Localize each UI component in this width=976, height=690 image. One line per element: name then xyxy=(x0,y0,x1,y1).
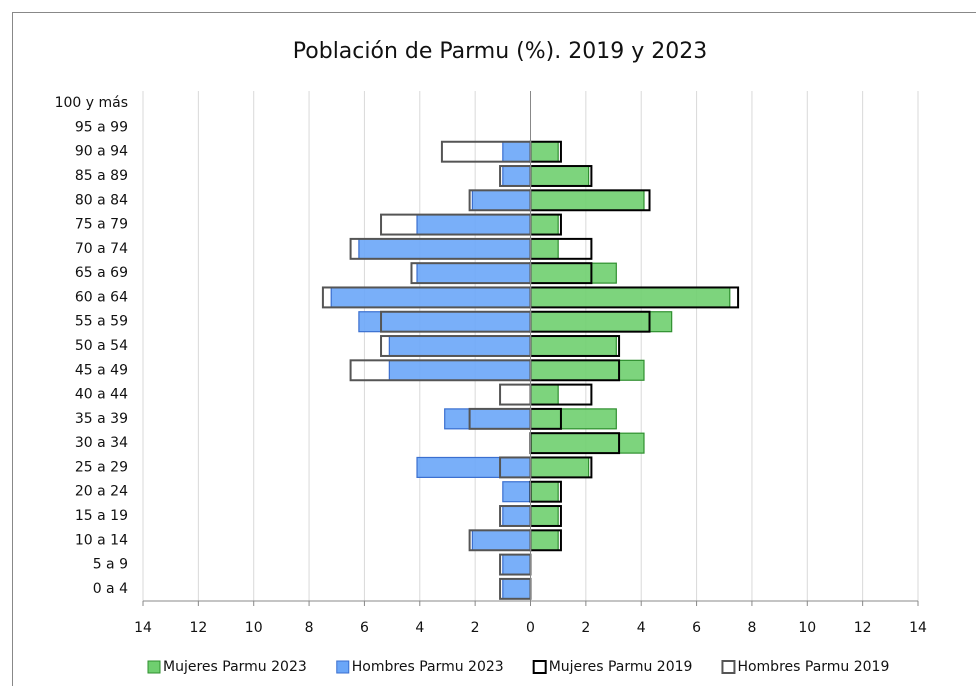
bar xyxy=(531,360,644,380)
bar xyxy=(531,336,617,356)
bar xyxy=(359,239,531,259)
x-tick-label: 2 xyxy=(471,620,480,636)
bar xyxy=(445,409,531,429)
bar xyxy=(389,360,530,380)
y-tick-label: 95 a 99 xyxy=(75,119,128,135)
bar xyxy=(417,215,530,235)
bar xyxy=(531,433,644,453)
bar xyxy=(503,506,531,526)
y-tick-label: 55 a 59 xyxy=(75,314,128,330)
bar xyxy=(531,215,559,235)
bar xyxy=(503,166,531,186)
x-tick-label: 2 xyxy=(581,620,590,636)
bar xyxy=(531,482,559,502)
x-tick-label: 10 xyxy=(798,620,816,636)
y-tick-label: 70 a 74 xyxy=(75,241,128,257)
y-tick-label: 5 a 9 xyxy=(93,557,128,573)
bar xyxy=(503,579,531,599)
x-tick-label: 12 xyxy=(854,620,872,636)
legend-label: Hombres Parmu 2023 xyxy=(352,659,504,675)
bar xyxy=(531,506,559,526)
y-tick-label: 60 a 64 xyxy=(75,289,128,305)
bar xyxy=(531,263,617,283)
x-tick-label: 12 xyxy=(189,620,207,636)
y-tick-label: 50 a 54 xyxy=(75,338,128,354)
y-tick-label: 80 a 84 xyxy=(75,192,128,208)
bar xyxy=(531,530,559,550)
bar xyxy=(417,263,530,283)
bar xyxy=(531,142,559,162)
y-tick-label: 45 a 49 xyxy=(75,362,128,378)
x-tick-label: 10 xyxy=(245,620,263,636)
y-tick-label: 100 y más xyxy=(55,95,128,111)
bar xyxy=(503,555,531,575)
bar xyxy=(531,239,559,259)
y-tick-label: 15 a 19 xyxy=(75,508,128,524)
y-tick-label: 65 a 69 xyxy=(75,265,128,281)
x-tick-label: 6 xyxy=(360,620,369,636)
y-tick-label: 30 a 34 xyxy=(75,435,128,451)
bar xyxy=(472,530,530,550)
bar xyxy=(503,142,531,162)
bar xyxy=(531,385,559,405)
legend-swatch xyxy=(148,661,160,673)
bar xyxy=(472,190,530,210)
bar xyxy=(417,457,530,477)
x-tick-label: 0 xyxy=(526,620,535,636)
x-tick-label: 4 xyxy=(637,620,646,636)
y-tick-label: 10 a 14 xyxy=(75,532,128,548)
bar xyxy=(531,409,617,429)
y-tick-label: 85 a 89 xyxy=(75,168,128,184)
legend-label: Hombres Parmu 2019 xyxy=(737,659,889,675)
legend-label: Mujeres Parmu 2019 xyxy=(549,659,693,675)
bar xyxy=(331,287,530,307)
x-tick-label: 6 xyxy=(692,620,701,636)
y-tick-label: 0 a 4 xyxy=(93,581,128,597)
legend-label: Mujeres Parmu 2023 xyxy=(163,659,307,675)
chart-title: Población de Parmu (%). 2019 y 2023 xyxy=(293,39,707,64)
bar xyxy=(531,190,644,210)
x-tick-label: 14 xyxy=(134,620,152,636)
bar xyxy=(531,287,730,307)
x-tick-label: 8 xyxy=(747,620,756,636)
bar xyxy=(503,482,531,502)
bar xyxy=(531,166,589,186)
x-tick-label: 14 xyxy=(909,620,927,636)
legend-swatch xyxy=(337,661,349,673)
bar xyxy=(359,312,531,332)
x-tick-label: 8 xyxy=(305,620,314,636)
y-tick-label: 35 a 39 xyxy=(75,411,128,427)
y-tick-label: 40 a 44 xyxy=(75,387,128,403)
y-tick-label: 20 a 24 xyxy=(75,484,128,500)
bar xyxy=(531,457,589,477)
y-tick-label: 25 a 29 xyxy=(75,459,128,475)
y-tick-label: 90 a 94 xyxy=(75,144,128,160)
y-tick-label: 75 a 79 xyxy=(75,217,128,233)
x-tick-label: 4 xyxy=(415,620,424,636)
bar xyxy=(389,336,530,356)
